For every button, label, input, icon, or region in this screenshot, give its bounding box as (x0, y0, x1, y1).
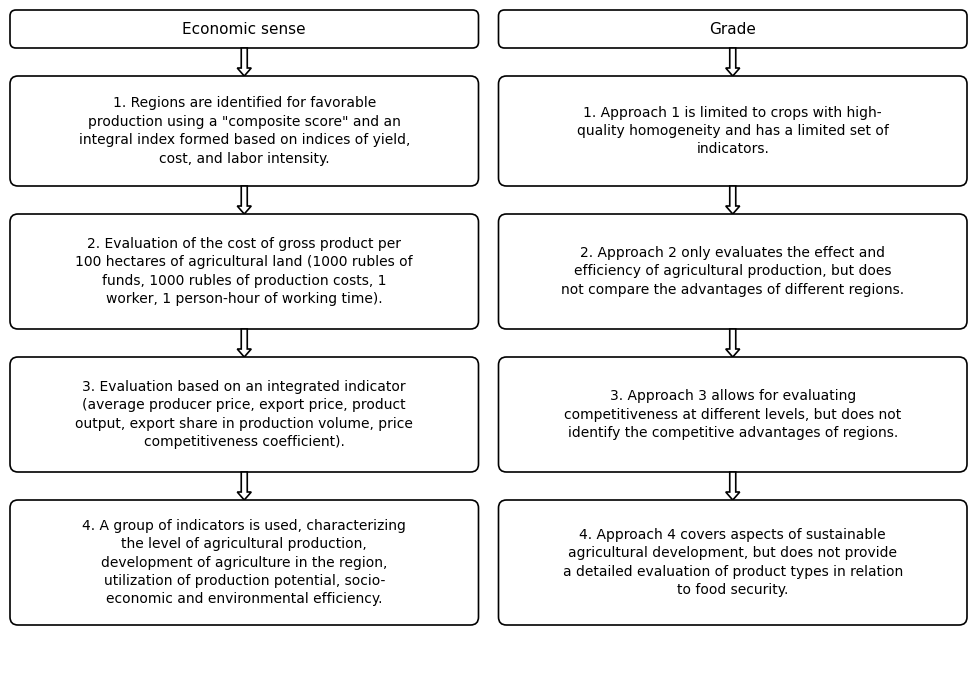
Polygon shape (726, 48, 740, 76)
Text: 3. Evaluation based on an integrated indicator
(average producer price, export p: 3. Evaluation based on an integrated ind… (75, 380, 413, 449)
FancyBboxPatch shape (10, 76, 479, 186)
Text: 1. Regions are identified for favorable
production using a "composite score" and: 1. Regions are identified for favorable … (78, 97, 410, 165)
Text: 2. Approach 2 only evaluates the effect and
efficiency of agricultural productio: 2. Approach 2 only evaluates the effect … (561, 246, 905, 297)
Polygon shape (237, 48, 251, 76)
FancyBboxPatch shape (10, 10, 479, 48)
Text: Economic sense: Economic sense (183, 21, 306, 36)
FancyBboxPatch shape (498, 214, 967, 329)
Text: 4. A group of indicators is used, characterizing
the level of agricultural produ: 4. A group of indicators is used, charac… (82, 519, 406, 606)
Text: 3. Approach 3 allows for evaluating
competitiveness at different levels, but doe: 3. Approach 3 allows for evaluating comp… (564, 389, 902, 440)
FancyBboxPatch shape (10, 214, 479, 329)
Polygon shape (726, 186, 740, 214)
Polygon shape (237, 186, 251, 214)
FancyBboxPatch shape (10, 500, 479, 625)
FancyBboxPatch shape (498, 357, 967, 472)
Text: 2. Evaluation of the cost of gross product per
100 hectares of agricultural land: 2. Evaluation of the cost of gross produ… (75, 237, 413, 306)
FancyBboxPatch shape (498, 10, 967, 48)
Text: Grade: Grade (709, 21, 756, 36)
FancyBboxPatch shape (10, 357, 479, 472)
Text: 1. Approach 1 is limited to crops with high-
quality homogeneity and has a limit: 1. Approach 1 is limited to crops with h… (576, 106, 889, 156)
Text: 4. Approach 4 covers aspects of sustainable
agricultural development, but does n: 4. Approach 4 covers aspects of sustaina… (563, 528, 903, 597)
FancyBboxPatch shape (498, 500, 967, 625)
FancyBboxPatch shape (498, 76, 967, 186)
Polygon shape (726, 329, 740, 357)
Polygon shape (237, 472, 251, 500)
Polygon shape (726, 472, 740, 500)
Polygon shape (237, 329, 251, 357)
